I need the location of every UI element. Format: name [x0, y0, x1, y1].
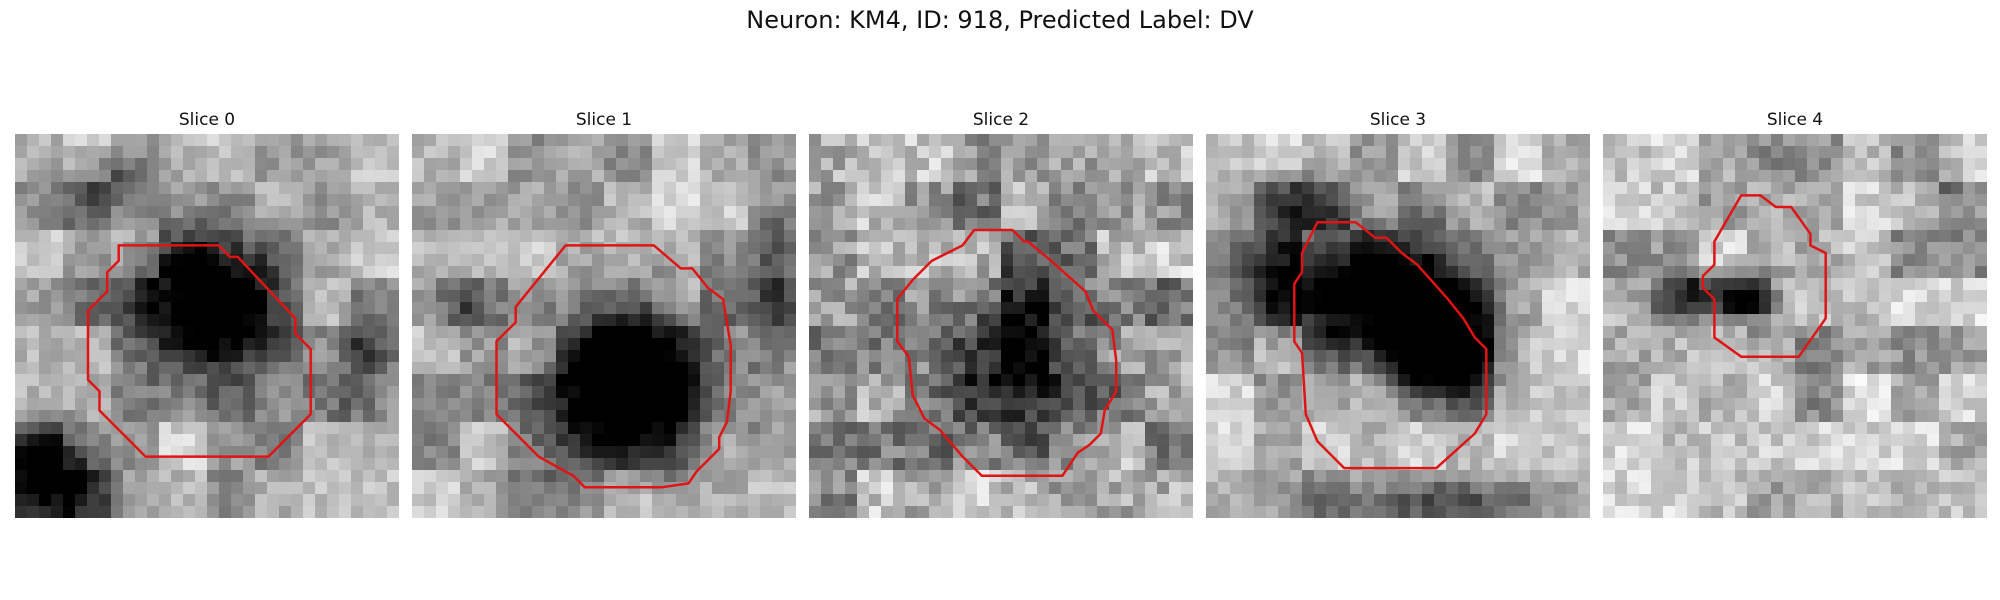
- roi-contour: [896, 228, 1118, 478]
- slice-image: [412, 134, 796, 518]
- slice-title: Slice 4: [1766, 110, 1824, 130]
- slice-title: Slice 2: [972, 110, 1030, 130]
- roi-contour: [1293, 221, 1488, 470]
- slice-title: Slice 1: [575, 110, 633, 130]
- slice-title: Slice 0: [178, 110, 236, 130]
- roi-contour: [495, 244, 732, 489]
- slice-image: [809, 134, 1193, 518]
- roi-contour: [1701, 194, 1827, 358]
- figure-title: Neuron: KM4, ID: 918, Predicted Label: D…: [746, 6, 1254, 34]
- slice-image: [15, 134, 399, 518]
- roi-contour: [86, 244, 312, 458]
- slice-title: Slice 3: [1369, 110, 1427, 130]
- slice-image: [1603, 134, 1987, 518]
- slice-image: [1206, 134, 1590, 518]
